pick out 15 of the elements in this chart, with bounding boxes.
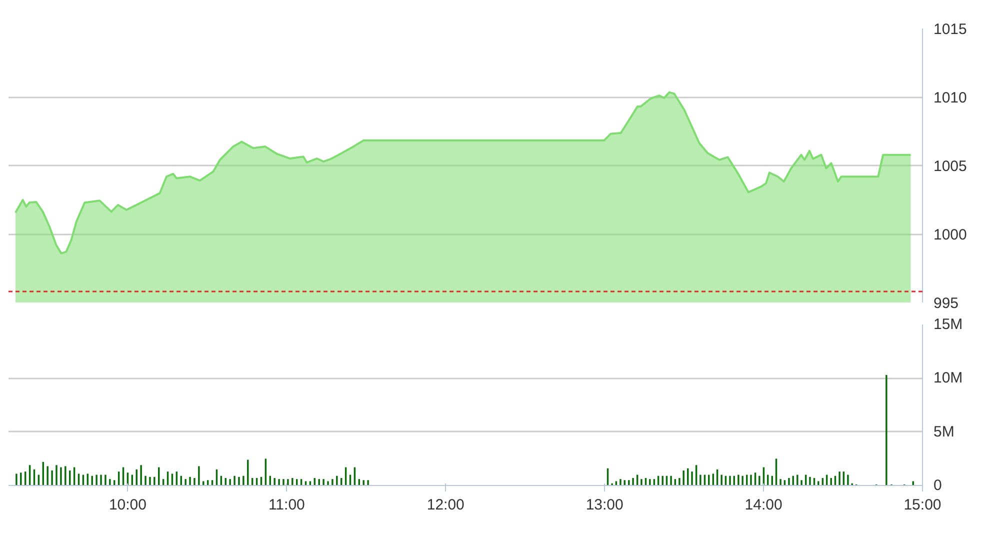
y-tick-label: 10M — [934, 370, 963, 387]
y-tick-label: 5M — [934, 423, 954, 440]
y-tick-label: 1010 — [934, 90, 967, 106]
y-tick-label: 1005 — [934, 158, 967, 175]
y-tick-label: 1000 — [934, 226, 967, 244]
x-tick-label: 11:00 — [268, 496, 305, 514]
x-tick-label: 14:00 — [744, 496, 782, 514]
y-tick-label: 15M — [934, 316, 963, 333]
x-tick-label: 12:00 — [426, 496, 464, 514]
y-tick-label: 995 — [934, 295, 959, 312]
y-tick-label: 1015 — [934, 21, 967, 38]
y-tick-label: 0 — [934, 477, 942, 494]
x-tick-label: 10:00 — [108, 496, 146, 514]
x-tick-label: 13:00 — [586, 496, 624, 514]
x-tick-label: 15:00 — [904, 496, 942, 514]
